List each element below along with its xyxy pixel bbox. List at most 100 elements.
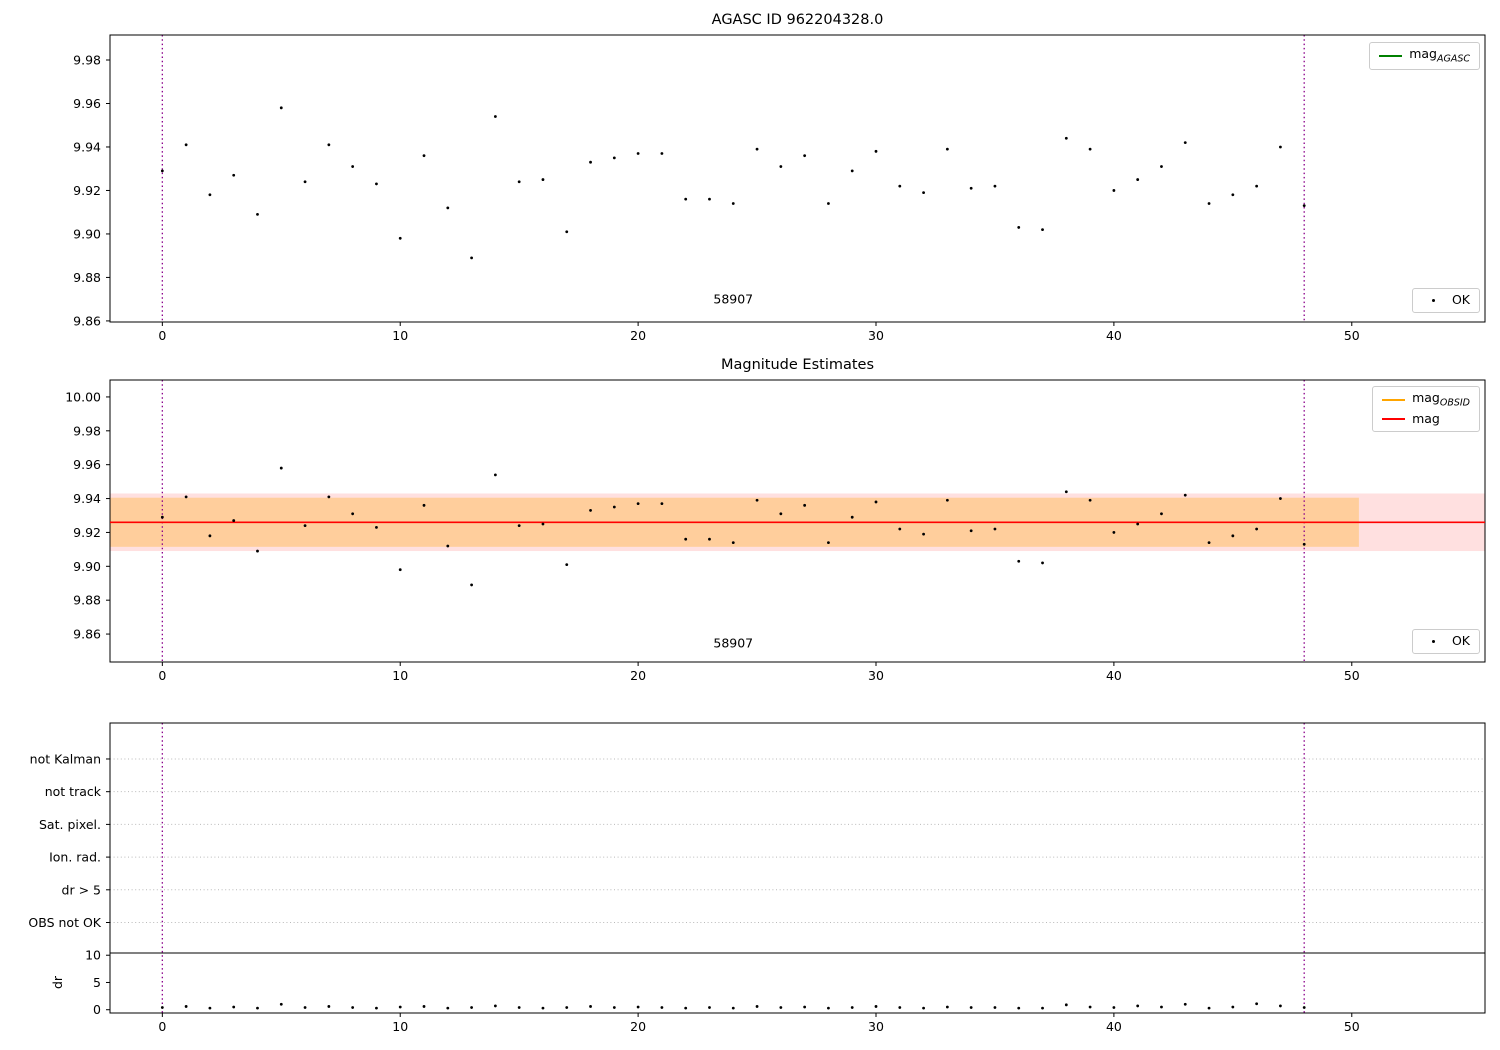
mag-point [684, 537, 688, 541]
dr-point [708, 1006, 711, 1009]
mag-point [446, 544, 450, 548]
mag-point [1255, 184, 1259, 188]
dr-point [1041, 1006, 1044, 1010]
x-tick-label: 0 [158, 668, 166, 683]
mag-point [1088, 147, 1092, 151]
y-tick-label: 9.98 [73, 423, 101, 438]
mag-point [731, 202, 735, 205]
dr-point [1017, 1006, 1021, 1010]
x-tick-label: 10 [392, 1019, 408, 1034]
mag-point [1064, 490, 1068, 494]
y-tick-label: 9.94 [73, 491, 101, 506]
legend-entry-mag-obsid: magOBSID [1382, 391, 1470, 408]
ok-label: OK [1451, 633, 1470, 648]
mag-point [755, 498, 759, 502]
dr-point [493, 1004, 497, 1008]
mag-point [922, 191, 925, 195]
dr-point [351, 1006, 355, 1009]
mag-point [1302, 542, 1306, 546]
x-tick-label: 30 [868, 1019, 884, 1034]
mag-point [303, 180, 307, 184]
dr-point [375, 1006, 378, 1010]
mag-point [1160, 512, 1163, 516]
dr-point [1302, 1006, 1306, 1009]
mag-point [708, 537, 711, 541]
y-tick-label: 9.86 [73, 313, 101, 328]
mag-point [803, 503, 807, 507]
x-tick-label: 0 [158, 1019, 166, 1034]
plot1-title: AGASC ID 962204328.0 [711, 12, 884, 28]
mag-point [779, 512, 783, 516]
mag-line-swatch [1382, 418, 1406, 421]
mag-point [779, 165, 783, 168]
mag-point [351, 165, 355, 168]
mag-point [375, 182, 378, 186]
dr-point [874, 1005, 878, 1008]
dr-point [1207, 1006, 1211, 1010]
y-tick-label: 9.90 [73, 226, 101, 241]
y-tick-label: 10.00 [65, 389, 101, 404]
dr-point [517, 1006, 521, 1009]
mag-point [232, 173, 236, 177]
mag-point [446, 206, 450, 210]
mag-point [422, 503, 426, 507]
dr-point [850, 1006, 854, 1009]
mag-point [256, 549, 259, 553]
ok-marker-icon [1422, 638, 1445, 644]
y-tick-label: 9.86 [73, 627, 101, 642]
dr-point [303, 1006, 307, 1009]
flag-category-label: OBS not OK [28, 915, 101, 930]
mag-point [969, 529, 973, 533]
mag-point [398, 568, 402, 572]
mag-point [184, 143, 188, 147]
x-tick-label: 30 [868, 668, 884, 683]
mag-point [1279, 497, 1282, 500]
dr-point [279, 1002, 283, 1006]
plot1-ok-legend: OK [1411, 288, 1480, 313]
x-tick-label: 0 [158, 328, 166, 343]
dr-point [208, 1006, 212, 1010]
mag-point [612, 505, 616, 509]
mag-point [1136, 178, 1140, 181]
mag-point [803, 154, 807, 158]
mag-point [1183, 141, 1187, 145]
plot1-axes: 0 10 20 30 40 50 9.86 9.88 9.90 9.92 9.94 9.96 9.98 5… [73, 34, 1486, 343]
dr-point [1136, 1004, 1140, 1008]
obsid-annotation: 58907 [713, 636, 753, 651]
flag-category-label: Ion. rad. [49, 850, 101, 865]
dr-point [612, 1006, 616, 1009]
flag-category-label: not track [45, 784, 102, 799]
dr-tick-label: 0 [93, 1002, 101, 1017]
dr-point [1112, 1006, 1116, 1009]
mag-point [517, 180, 521, 184]
x-tick-label: 20 [630, 668, 646, 683]
mag-point [1207, 202, 1211, 205]
y-tick-label: 9.96 [73, 96, 101, 111]
plot1-legend: magAGASC [1369, 42, 1480, 70]
mag-point [375, 525, 378, 529]
mag-point [232, 519, 236, 522]
mag-point [493, 473, 497, 477]
x-tick-label: 40 [1106, 668, 1122, 683]
obsid-annotation: 58907 [713, 292, 753, 307]
ok-marker-icon [1422, 297, 1445, 303]
mag-point [517, 524, 521, 528]
dr-point [969, 1006, 973, 1009]
mag-point [256, 212, 259, 216]
dr-point [589, 1005, 592, 1008]
mag-point [636, 502, 640, 506]
mag-point [160, 515, 164, 519]
mag-point [327, 495, 331, 499]
mag-point [565, 563, 569, 567]
dr-point [256, 1006, 259, 1010]
legend-entry-ok: OK [1422, 633, 1470, 648]
mag-point [303, 524, 307, 528]
mag-point [1183, 493, 1187, 497]
dr-point [827, 1006, 830, 1010]
mag-agasc-label: magAGASC [1409, 46, 1470, 65]
mag-point [945, 147, 949, 151]
dr-point [660, 1006, 664, 1009]
dr-tick-label: 5 [93, 975, 101, 990]
dr-point [779, 1006, 783, 1009]
